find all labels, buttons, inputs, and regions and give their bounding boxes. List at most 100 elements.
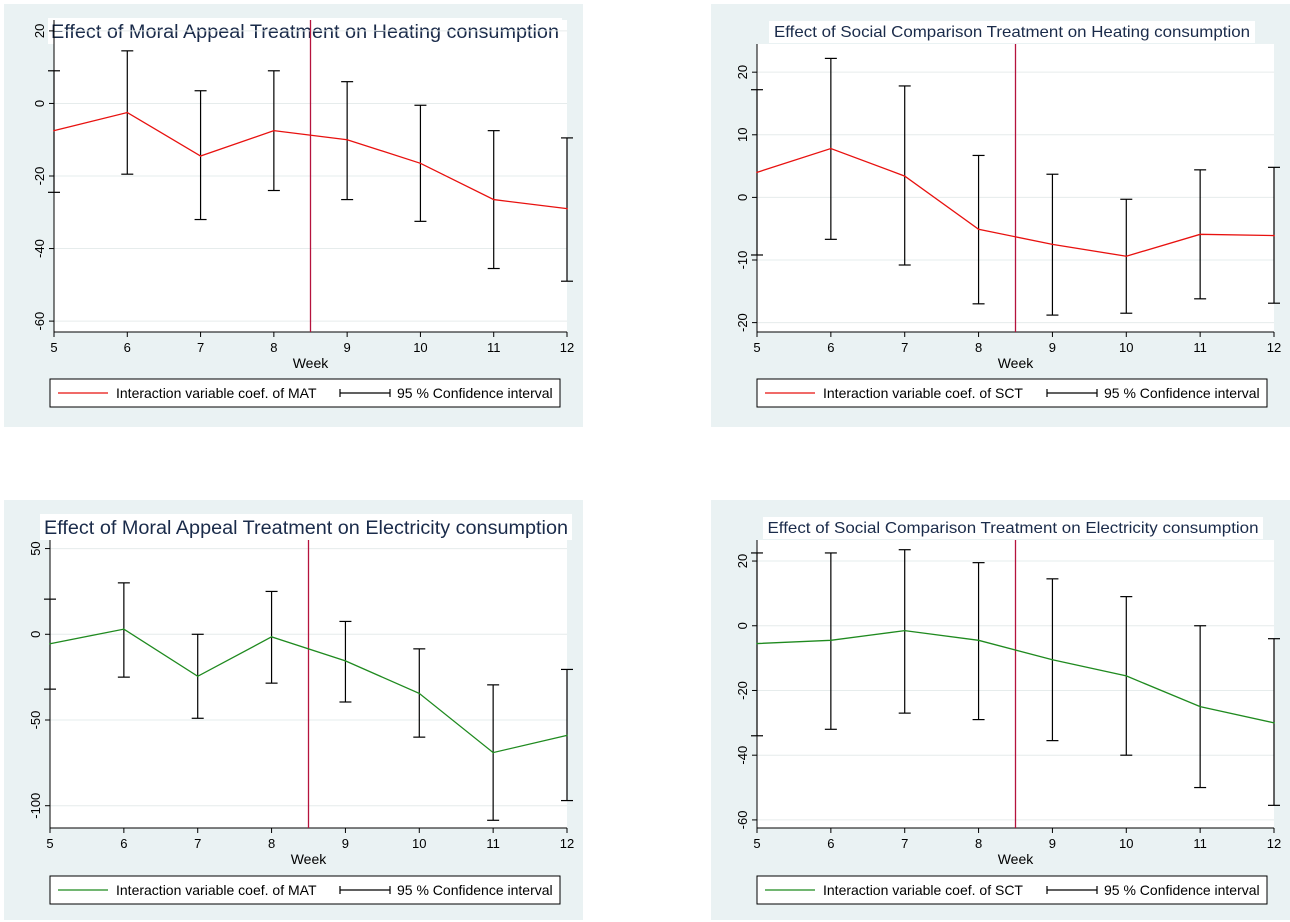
x-tick-label: 9 (1049, 836, 1056, 851)
x-tick-label: 12 (1267, 836, 1281, 851)
coefficient-point (126, 111, 129, 114)
title-background (763, 517, 1263, 539)
ci-bar (898, 549, 911, 714)
chart-heating-sct: Effect of Social Comparison Treatment on… (735, 21, 1281, 408)
coefficient-point (53, 129, 55, 132)
coefficient-point (273, 129, 275, 132)
y-tick-label: -60 (32, 312, 47, 331)
y-tick-label: -20 (735, 313, 750, 332)
x-tick-label: 12 (560, 340, 574, 355)
x-tick-label: 9 (1049, 340, 1056, 355)
coefficient-point (1125, 255, 1128, 258)
x-tick-label: 7 (901, 836, 908, 851)
x-tick-label: 9 (342, 836, 349, 851)
x-tick-label: 12 (560, 836, 574, 851)
x-axis-title: Week (998, 851, 1035, 867)
coefficient-point (903, 629, 906, 632)
legend-label-ci: 95 % Confidence interval (1104, 882, 1260, 898)
x-tick-label: 7 (194, 836, 201, 851)
coefficient-point (566, 207, 568, 210)
coefficient-point (903, 175, 906, 177)
chart-electricity-sct: Effect of Social Comparison Treatment on… (735, 517, 1281, 905)
coefficient-point (199, 155, 202, 157)
legend-label-coefficient: Interaction variable coef. of SCT (823, 882, 1023, 898)
ci-bar (972, 562, 985, 721)
coefficient-point (270, 636, 273, 638)
legend-box (756, 378, 1268, 408)
x-tick-label: 11 (1193, 340, 1207, 355)
x-axis-title: Week (998, 355, 1035, 371)
x-tick-label: 6 (827, 340, 834, 355)
legend: Interaction variable coef. of SCT 95 % Co… (756, 875, 1268, 905)
coefficient-series-line (53, 111, 568, 210)
legend-label-ci: 95 % Confidence interval (1104, 385, 1260, 401)
title-background (769, 21, 1255, 43)
x-tick-label: 7 (197, 340, 204, 355)
legend: Interaction variable coef. of MAT 95 % Co… (49, 378, 561, 408)
coefficient-point (492, 198, 495, 201)
chart-title: Effect of Moral Appeal Treatment on Heat… (51, 22, 559, 43)
x-tick-label: 7 (901, 340, 908, 355)
y-tick-label: 20 (735, 554, 750, 568)
legend-box (49, 875, 561, 905)
ci-bar (824, 552, 837, 730)
coefficient-series-line (756, 629, 1275, 724)
x-tick-label: 10 (1119, 340, 1133, 355)
chart-panel-electricity-sct: Effect of Social Comparison Treatment on… (711, 500, 1290, 920)
y-tick-label: 0 (28, 631, 43, 638)
chart-title: Effect of Social Comparison Treatment on… (768, 520, 1259, 537)
legend: Interaction variable coef. of SCT 95 % Co… (756, 378, 1268, 408)
legend-label-coefficient: Interaction variable coef. of MAT (116, 385, 317, 401)
legend-label-ci: 95 % Confidence interval (397, 385, 553, 401)
y-tick-label: -40 (735, 746, 750, 765)
x-tick-label: 6 (120, 836, 127, 851)
y-tick-label: -20 (735, 681, 750, 700)
x-tick-label: 10 (413, 340, 427, 355)
chart-title: Effect of Moral Appeal Treatment on Elec… (44, 518, 568, 539)
y-tick-label: 0 (32, 100, 47, 107)
coefficient-point (418, 692, 421, 695)
coefficient-point (830, 147, 832, 150)
y-tick-label: -10 (735, 251, 750, 270)
coefficient-point (1125, 675, 1128, 677)
legend-label-ci: 95 % Confidence interval (397, 882, 553, 898)
coefficient-series-line (49, 628, 568, 754)
ci-bar (751, 552, 763, 737)
x-axis-title: Week (291, 851, 328, 867)
ci-bar (117, 582, 130, 678)
x-tick-label: 8 (268, 836, 275, 851)
coefficient-point (977, 228, 980, 231)
x-tick-label: 8 (270, 340, 277, 355)
coefficient-point (1273, 722, 1275, 724)
x-tick-label: 11 (486, 836, 500, 851)
legend: Interaction variable coef. of MAT 95 % Co… (49, 875, 561, 905)
legend-box (49, 378, 561, 408)
y-tick-label: 10 (735, 128, 750, 142)
x-tick-label: 10 (412, 836, 426, 851)
coefficient-point (756, 171, 758, 174)
y-tick-label: 0 (735, 194, 750, 201)
coefficient-point (1051, 243, 1054, 246)
x-tick-label: 10 (1119, 836, 1133, 851)
ci-bar (194, 90, 207, 221)
x-tick-label: 5 (46, 836, 53, 851)
title-background (40, 514, 572, 540)
x-tick-label: 5 (753, 836, 760, 851)
x-tick-label: 5 (50, 340, 57, 355)
coefficient-point (756, 642, 758, 645)
x-tick-label: 11 (487, 340, 501, 355)
coefficient-point (123, 628, 125, 630)
coefficient-point (566, 734, 568, 737)
x-tick-label: 8 (975, 340, 982, 355)
x-tick-label: 12 (1267, 340, 1281, 355)
coefficient-point (492, 751, 494, 754)
coefficient-point (977, 639, 980, 642)
chart-panel-heating-mat: Effect of Moral Appeal Treatment on Heat… (4, 4, 583, 427)
y-tick-label: 20 (32, 24, 47, 38)
legend-label-coefficient: Interaction variable coef. of SCT (823, 385, 1023, 401)
coefficient-point (1199, 705, 1201, 708)
chart-title: Effect of Social Comparison Treatment on… (774, 24, 1250, 41)
y-tick-label: -60 (735, 811, 750, 830)
coefficient-point (344, 660, 347, 662)
x-tick-label: 11 (1193, 836, 1207, 851)
